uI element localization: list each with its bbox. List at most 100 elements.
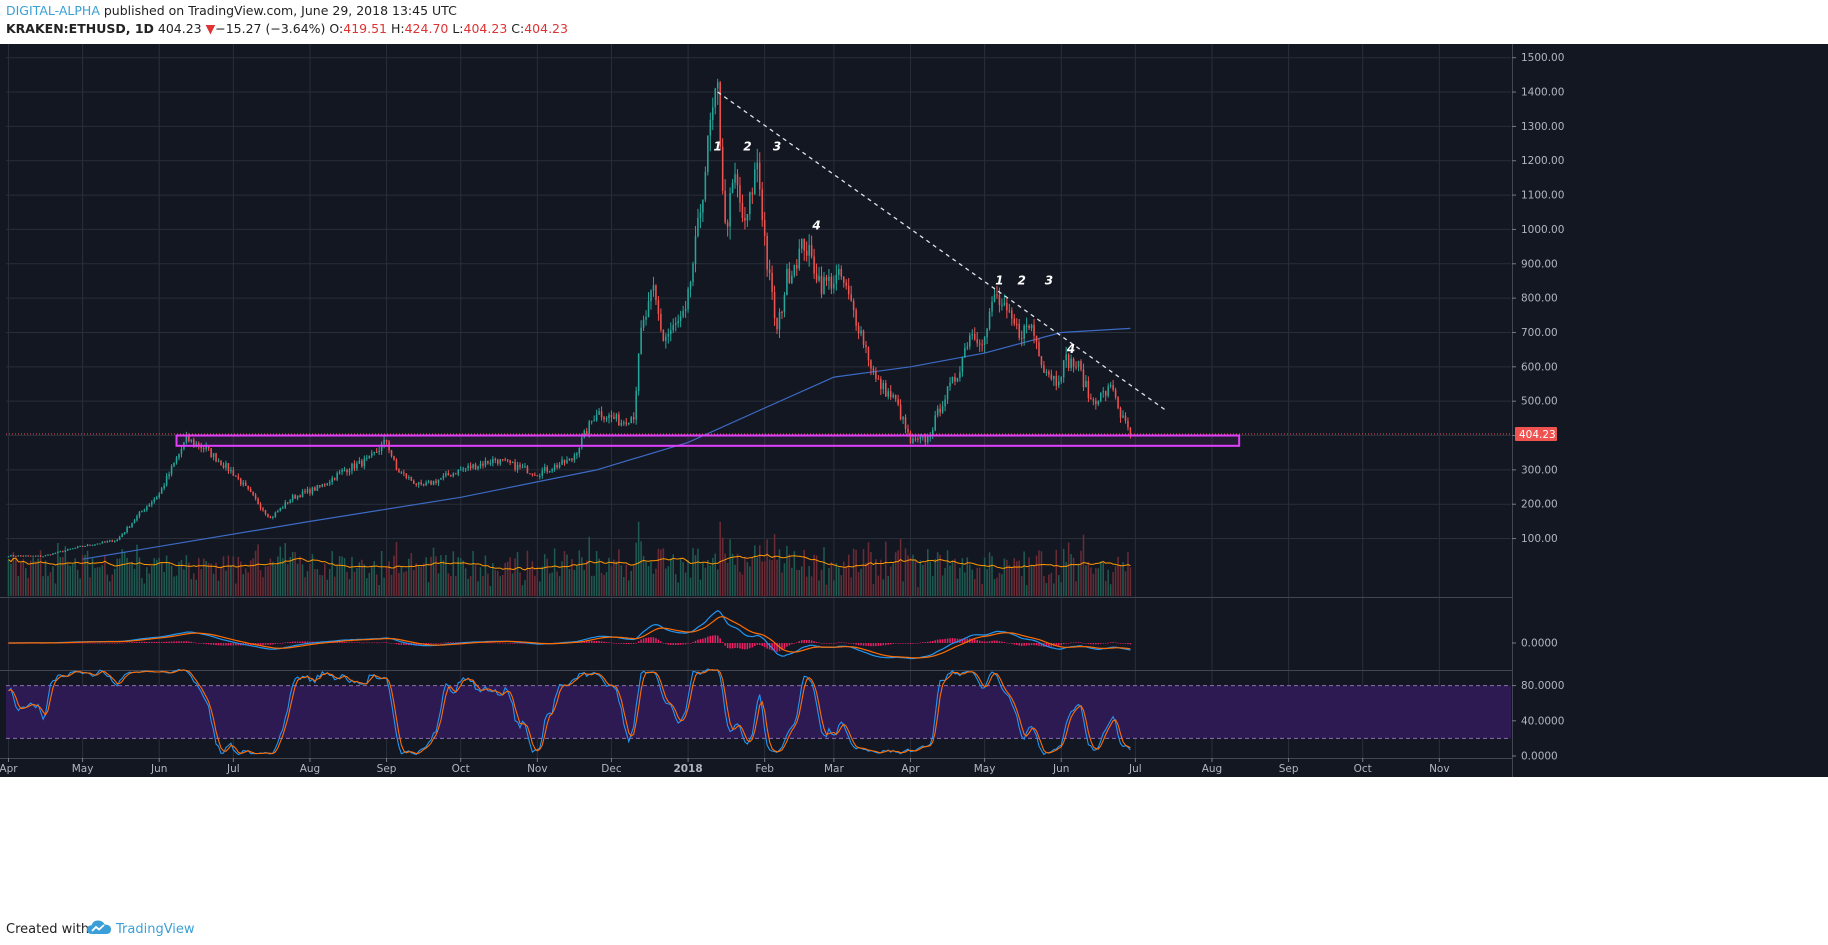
candle-body (842, 276, 845, 283)
volume-bar (973, 578, 976, 596)
macd-histogram-bar (1129, 643, 1132, 645)
candle-body (235, 475, 237, 477)
macd-histogram-bar (739, 643, 741, 649)
macd-histogram-bar (603, 641, 605, 643)
macd-histogram-bar (499, 642, 502, 644)
macd-histogram-bar (170, 641, 173, 643)
macd-histogram-bar (751, 643, 754, 648)
volume-bar (1003, 558, 1006, 596)
candle-body (437, 479, 440, 483)
price-tick-label: 1200.00 (1521, 155, 1564, 167)
price-chart[interactable]: 1 2 3 4 1 2 3 4 1500.00 1400.00 1300.00 1200.00 1100… (0, 44, 1828, 913)
volume-bar (101, 565, 104, 596)
candle-body (1072, 358, 1075, 367)
candle-body (1028, 325, 1030, 329)
macd-histogram-bar (615, 643, 618, 644)
macd-histogram-bar (734, 643, 736, 648)
candle-body (986, 328, 988, 338)
candle-body (1114, 389, 1117, 398)
candle-body (175, 457, 178, 463)
price-axis[interactable]: 1500.00 1400.00 1300.00 1200.00 1100.00 1000.… (1512, 52, 1564, 545)
macd-histogram-bar (370, 642, 373, 644)
candle-body (625, 422, 628, 425)
candle-body (17, 555, 20, 557)
candle-body (754, 169, 756, 195)
macd-histogram-bar (393, 643, 395, 644)
support-zone[interactable] (175, 434, 1241, 447)
volume-bar (89, 577, 91, 596)
macd-histogram-bar (670, 643, 672, 645)
candle-body (548, 471, 551, 473)
volume-bar (301, 564, 304, 596)
last-price-tag (1515, 427, 1557, 442)
candle-body (472, 464, 474, 468)
candle-body (835, 274, 838, 284)
volume-bar (180, 559, 183, 596)
tradingview-brand[interactable]: TradingView (116, 922, 195, 937)
macd-histogram-bar (143, 641, 146, 643)
volume-bar (1023, 551, 1025, 596)
candle-body (1077, 360, 1080, 367)
symbol-label[interactable]: KRAKEN:ETHUSD, 1D (6, 21, 154, 36)
macd-histogram-bar (284, 642, 287, 644)
candle-body (927, 436, 929, 443)
macd-histogram-bar (294, 641, 296, 643)
candle-body (487, 460, 489, 464)
volume-bar (509, 557, 511, 596)
volume-bar (618, 549, 620, 596)
macd-histogram-bar (951, 638, 954, 643)
macd-histogram-bar (756, 643, 759, 645)
candle-body (726, 222, 729, 227)
candle-body (59, 551, 62, 553)
time-tick-label: Jun (1052, 763, 1069, 775)
candle-body (924, 436, 927, 443)
volume-bar (1087, 561, 1090, 596)
candle-body (796, 265, 798, 269)
volume-bar (44, 560, 47, 596)
candle-body (1011, 310, 1013, 319)
time-axis[interactable]: Apr May Jun Jul Aug Sep Oct Nov Dec 2018 Feb Mar Apr… (0, 758, 1450, 775)
candle-body (54, 553, 57, 555)
wave-label: 3 (1045, 273, 1053, 287)
candle-body (511, 461, 514, 464)
macd-histogram-bar (395, 643, 398, 645)
price-tick-label: 1500.00 (1521, 52, 1564, 64)
candle-body (714, 88, 717, 108)
candle-body (400, 472, 403, 474)
macd-histogram-bar (1082, 643, 1085, 644)
candle-body (1080, 360, 1082, 370)
macd-histogram-bar (726, 643, 729, 649)
candle-body (482, 463, 484, 466)
macd-histogram-bar (862, 643, 865, 646)
candle-body (793, 265, 796, 276)
candle-body (131, 523, 133, 527)
volume-bar (924, 563, 927, 596)
macd-histogram-bar (504, 642, 506, 644)
candle-body (1050, 374, 1053, 380)
volume-bar (185, 555, 188, 596)
candle-body (398, 469, 400, 473)
author-link[interactable]: DIGITAL-ALPHA (6, 3, 100, 18)
macd-histogram-bar (175, 641, 178, 643)
candle-body (151, 501, 153, 505)
volume-bar (361, 559, 363, 596)
volume-bar (660, 549, 662, 596)
candle-body (1112, 385, 1114, 390)
volume-bar (67, 563, 69, 596)
trendline[interactable] (717, 91, 1168, 413)
volume-bar (724, 553, 726, 596)
tradingview-cloud-icon[interactable] (86, 919, 112, 937)
macd-histogram-bar (934, 640, 936, 643)
volume-bar (400, 566, 403, 596)
candle-body (679, 316, 682, 321)
volume-bar (956, 578, 959, 596)
macd-histogram-bar (1122, 643, 1124, 644)
macd-histogram-bar (660, 641, 662, 643)
volume-bar (499, 576, 502, 596)
volume-bar (220, 566, 222, 596)
price-change: −15.27 (−3.64%) (215, 21, 326, 36)
macd-histogram-bar (581, 641, 583, 643)
volume-bar (892, 563, 894, 596)
macd-histogram-bar (1023, 643, 1025, 646)
candle-body (662, 329, 665, 341)
